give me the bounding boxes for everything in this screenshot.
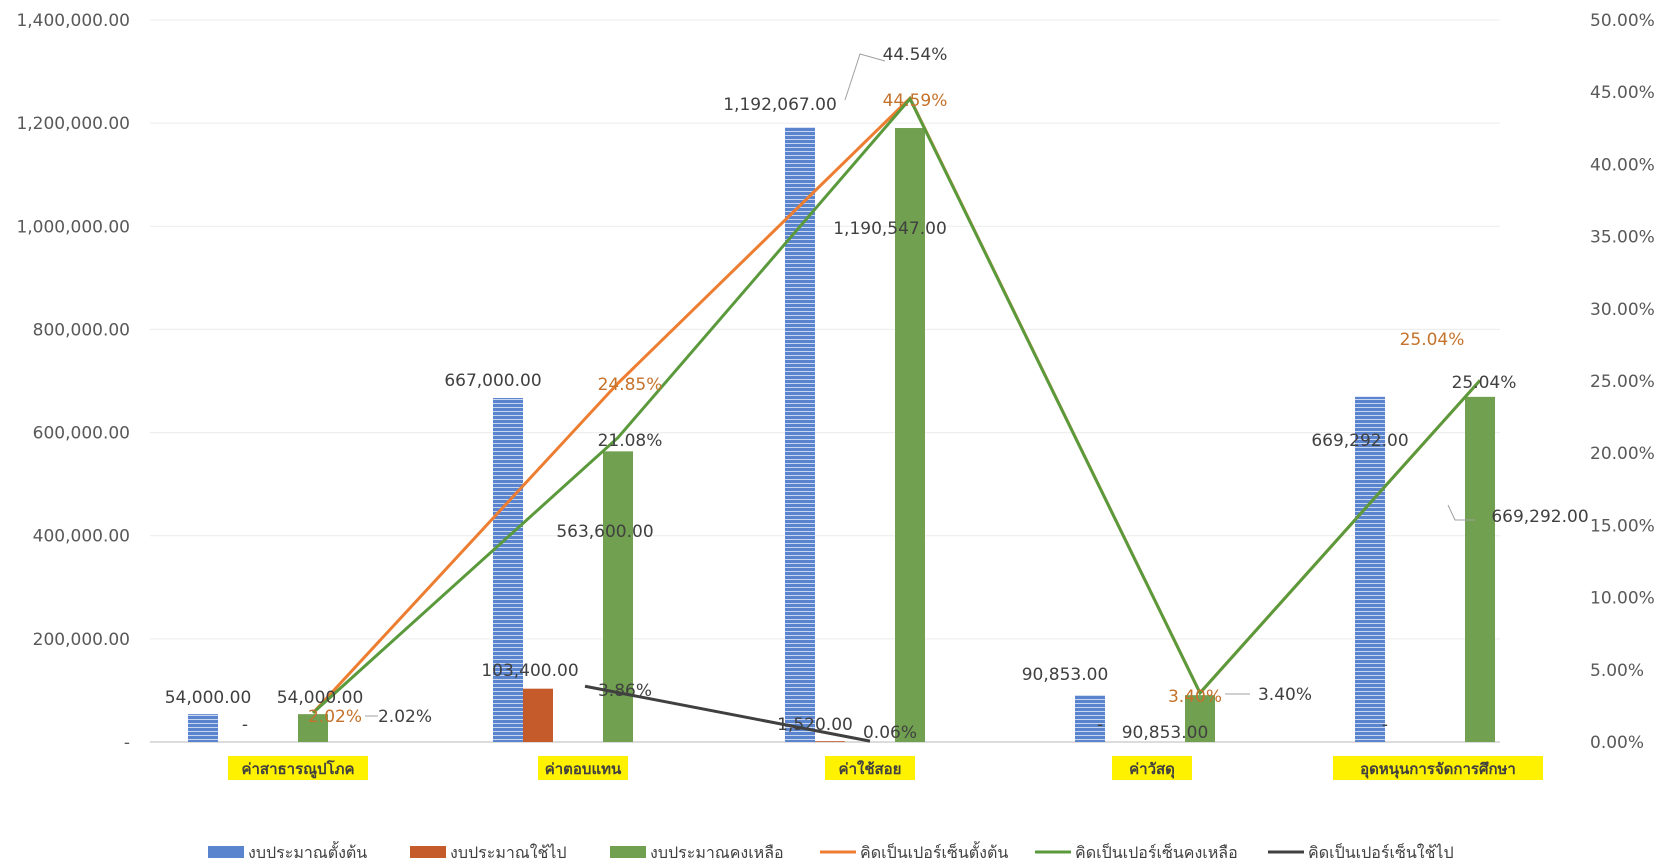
right-tick-label: 25.00% [1590, 372, 1655, 392]
data-label: 3.40% [1168, 687, 1222, 707]
data-label: 54,000.00 [277, 688, 364, 708]
data-label: 669,292.00 [1311, 431, 1408, 451]
data-labels: 54,000.00 667,000.00 1,192,067.00 90,853.00… [165, 45, 1589, 743]
right-tick-label: 5.00% [1590, 661, 1644, 681]
legend-label: งบประมาณใช้ไป [450, 843, 567, 862]
data-label: 2.02% [378, 707, 432, 727]
right-tick-label: 35.00% [1590, 228, 1655, 248]
category-highlight [538, 756, 628, 780]
leader-line [844, 53, 886, 101]
data-label: 90,853.00 [1022, 665, 1109, 685]
left-tick-label: - [124, 733, 130, 753]
left-tick-label: 800,000.00 [33, 320, 130, 340]
data-label: 563,600.00 [556, 522, 653, 542]
bars [188, 127, 1495, 743]
left-axis: - 200,000.00 400,000.00 600,000.00 800,000.0… [16, 11, 130, 753]
legend-label: คิดเป็นเปอร์เซ็นตั้งต้น [860, 841, 1008, 862]
category-highlight [825, 756, 915, 780]
data-label: 0.06% [863, 723, 917, 743]
bar-spent [815, 741, 845, 742]
line-series-3 [584, 684, 871, 743]
left-tick-label: 200,000.00 [33, 630, 130, 650]
right-tick-label: 10.00% [1590, 589, 1655, 609]
bar-remaining [1465, 396, 1495, 742]
category-highlight [1333, 756, 1543, 780]
legend-label: คิดเป็นเปอร์เซ็นใช้ไป [1308, 842, 1454, 862]
left-tick-label: 600,000.00 [33, 424, 130, 444]
category-label: ค่าตอบแทน [545, 760, 622, 778]
left-tick-label: 1,000,000.00 [16, 217, 130, 237]
data-label: 3.86% [598, 681, 652, 701]
left-tick-label: 1,400,000.00 [16, 11, 130, 31]
data-label: 90,853.00 [1122, 723, 1209, 743]
data-label: 54,000.00 [165, 688, 252, 708]
legend-label: งบประมาณตั้งต้น [248, 841, 367, 862]
legend-swatch [208, 846, 244, 858]
right-tick-label: 50.00% [1590, 11, 1655, 31]
legend-swatch [410, 846, 446, 858]
category-labels: ค่าสาธารณูปโภค ค่าตอบแทน ค่าใช้สอย ค่าวัสดุ… [228, 756, 1543, 780]
category-highlight [1112, 756, 1192, 780]
data-label: - [1097, 715, 1103, 735]
right-axis: 0.00% 5.00% 10.00% 15.00% 20.00% 25.00% 30.00%… [1590, 11, 1655, 753]
category-label: อุดหนุนการจัดการศึกษา [1360, 760, 1516, 779]
bar-spent [523, 688, 553, 742]
data-label: - [1382, 715, 1388, 735]
data-label: 1,190,547.00 [833, 219, 947, 239]
data-label: 44.54% [883, 45, 948, 65]
data-label: 1,192,067.00 [723, 95, 837, 115]
legend-swatch [610, 846, 646, 858]
left-tick-label: 1,200,000.00 [16, 114, 130, 134]
legend-label: คิดเป็นเปอร์เซ็นคงเหลือ [1075, 842, 1238, 862]
right-tick-label: 40.00% [1590, 155, 1655, 175]
left-tick-label: 400,000.00 [33, 527, 130, 547]
bar-remaining [895, 128, 925, 743]
data-label: 44.59% [883, 91, 948, 111]
right-tick-label: 20.00% [1590, 444, 1655, 464]
data-label: 669,292.00 [1491, 507, 1588, 527]
leader-line [1447, 504, 1475, 521]
bar-remaining [1185, 695, 1215, 742]
data-label: 103,400.00 [481, 661, 578, 681]
gridlines [150, 19, 1500, 743]
data-label: 25.04% [1452, 373, 1517, 393]
legend-label: งบประมาณคงเหลือ [650, 843, 784, 862]
bar-initial [188, 714, 218, 742]
bar-initial [785, 127, 815, 743]
right-tick-label: 30.00% [1590, 300, 1655, 320]
lines [311, 95, 1482, 743]
data-label: - [242, 715, 248, 735]
right-tick-label: 0.00% [1590, 733, 1644, 753]
category-label: ค่าใช้สอย [839, 760, 902, 778]
right-tick-label: 15.00% [1590, 516, 1655, 536]
category-label: ค่าสาธารณูปโภค [241, 759, 354, 779]
data-label: 24.85% [598, 375, 663, 395]
data-label: 2.02% [308, 707, 362, 727]
category-highlight [228, 756, 368, 780]
data-label: 1,520.00 [777, 715, 853, 735]
bar-remaining [298, 714, 328, 742]
bar-initial [493, 398, 523, 742]
bar-initial [1355, 396, 1385, 742]
data-label: 25.04% [1400, 330, 1465, 350]
bar-initial [1075, 695, 1105, 742]
line-series-2 [311, 96, 1482, 714]
right-tick-label: 45.00% [1590, 83, 1655, 103]
legend: งบประมาณตั้งต้น งบประมาณใช้ไป งบประมาณคงเห… [208, 841, 1454, 862]
data-label: 667,000.00 [444, 371, 541, 391]
category-label: ค่าวัสดุ [1129, 760, 1175, 779]
data-label: 3.40% [1258, 685, 1312, 705]
data-label: 21.08% [598, 431, 663, 451]
